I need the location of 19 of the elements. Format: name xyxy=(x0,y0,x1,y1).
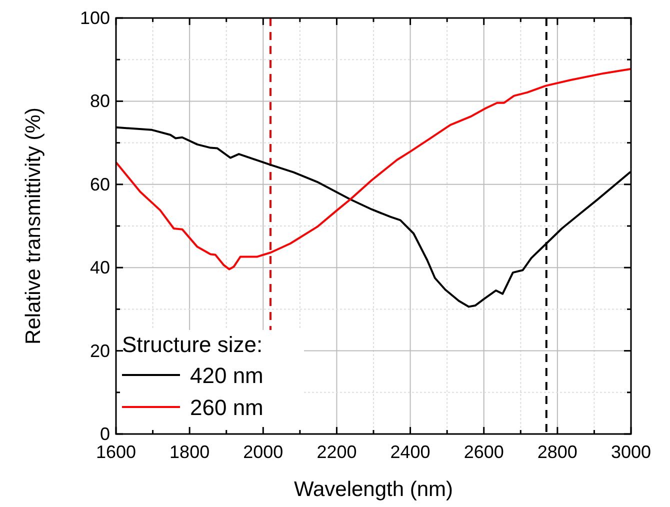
y-tick-label: 80 xyxy=(90,91,110,112)
y-tick-label: 20 xyxy=(90,340,110,361)
x-tick-label: 2000 xyxy=(243,442,284,462)
x-tick-label: 2400 xyxy=(390,442,430,462)
y-tick-label: 100 xyxy=(80,8,110,28)
x-tick-label: 3000 xyxy=(610,442,652,462)
y-axis-title: Relative transmittivity (%) xyxy=(22,108,45,344)
x-tick-label: 2800 xyxy=(537,442,578,462)
x-tick-label: 2200 xyxy=(316,442,357,462)
y-tick-label: 0 xyxy=(100,424,110,444)
y-tick-label: 40 xyxy=(90,258,110,278)
legend-title: Structure size: xyxy=(122,332,263,357)
y-tick-label: 60 xyxy=(90,174,110,194)
x-tick-label: 1600 xyxy=(96,442,136,462)
legend-label: 420 nm xyxy=(190,363,264,388)
x-tick-label: 2600 xyxy=(464,442,504,462)
x-tick-label: 1800 xyxy=(170,442,210,462)
x-axis-title: Wavelength (nm) xyxy=(294,478,454,501)
legend-label: 260 nm xyxy=(190,395,264,420)
